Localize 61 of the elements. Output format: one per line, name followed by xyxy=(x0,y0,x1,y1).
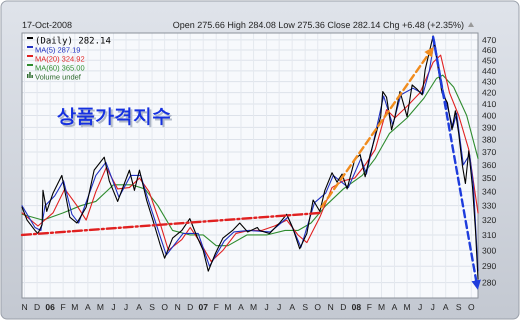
y-tick-label: 310 xyxy=(482,230,496,240)
x-tick-label: N xyxy=(174,302,181,312)
x-tick-label: 08 xyxy=(352,302,362,312)
x-tick-label: A xyxy=(289,302,296,312)
x-tick-label: J xyxy=(430,302,435,312)
x-tick-label: M xyxy=(71,302,78,312)
y-tick-label: 380 xyxy=(482,134,496,145)
y-tick-label: 410 xyxy=(482,98,496,109)
y-tick-label: 280 xyxy=(482,278,496,288)
x-tick-label: S xyxy=(302,302,308,312)
y-tick-label: 360 xyxy=(482,160,496,170)
x-tick-label: S xyxy=(149,302,156,312)
text: 상품가격지수 xyxy=(59,108,173,129)
y-tick-label: 330 xyxy=(482,200,496,211)
x-tick-label: M xyxy=(378,302,386,312)
x-tick-label: A xyxy=(442,302,449,312)
x-tick-label: D xyxy=(34,302,40,312)
x-tick-label: J xyxy=(264,302,269,312)
y-tick-label: 450 xyxy=(482,55,496,66)
y-tick-label: 290 xyxy=(482,261,496,272)
legend-label: (Daily) 282.14 xyxy=(35,36,111,47)
x-tick-label: 07 xyxy=(198,302,208,312)
y-tick-label: 370 xyxy=(482,147,496,158)
x-tick-label: F xyxy=(60,302,66,312)
x-tick-label: A xyxy=(392,302,398,312)
y-tick-label: 420 xyxy=(482,88,496,98)
text: Open 275.66 High 284.08 Low 275.36 Close 282.14 Chg +6.48 (+2.35%) xyxy=(172,20,464,30)
x-tick-label: F xyxy=(214,302,219,312)
y-tick-label: 300 xyxy=(482,245,496,256)
y-tick-label: 440 xyxy=(482,66,496,76)
x-tick-label: S xyxy=(456,302,462,312)
x-tick-label: A xyxy=(136,302,142,312)
x-tick-label: J xyxy=(277,302,282,312)
chart-subtitle: 17-Oct-2008 xyxy=(22,20,72,30)
x-tick-label: M xyxy=(224,302,232,312)
y-tick-label: 460 xyxy=(482,44,496,55)
y-tick-label: 350 xyxy=(482,173,496,184)
x-tick-label: M xyxy=(250,302,258,312)
line-series xyxy=(21,74,479,246)
x-tick-label: O xyxy=(314,302,322,312)
x-tick-label: F xyxy=(366,302,372,312)
y-tick-label: 320 xyxy=(482,215,496,226)
x-tick-label: J xyxy=(418,302,422,312)
x-tick-label: O xyxy=(161,302,168,312)
x-tick-label: J xyxy=(124,302,128,312)
y-tick-label: 470 xyxy=(482,34,496,45)
x-tick-label: J xyxy=(111,302,116,312)
x-tick-label: D xyxy=(340,302,346,312)
x-tick-label: N xyxy=(21,302,28,312)
x-tick-label: M xyxy=(404,302,411,312)
y-tick-label: 390 xyxy=(482,122,496,132)
x-tick-label: 06 xyxy=(45,302,56,312)
x-tick-label: D xyxy=(187,302,194,312)
y-tick-label: 430 xyxy=(482,76,496,87)
x-tick-label: N xyxy=(328,302,334,312)
x-tick-label: A xyxy=(85,302,92,312)
y-tick-label: 340 xyxy=(482,186,496,197)
x-tick-label: A xyxy=(238,302,244,312)
x-tick-label: M xyxy=(96,302,104,312)
x-tick-label: O xyxy=(468,302,475,312)
y-tick-label: 400 xyxy=(482,110,496,120)
